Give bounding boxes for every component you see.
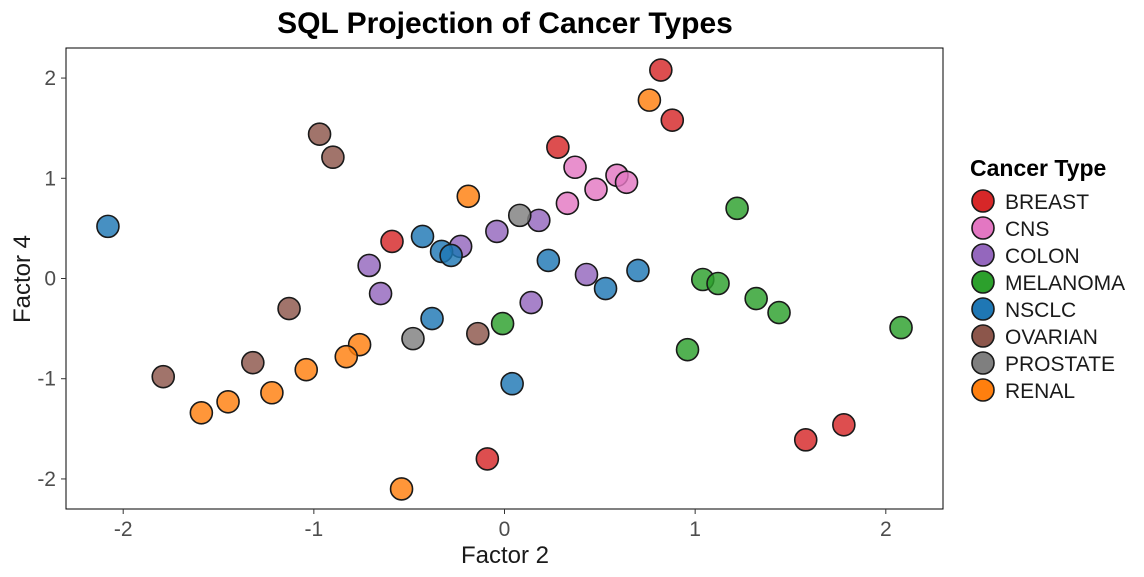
x-tick-label: 0 bbox=[499, 518, 511, 541]
data-point-nsclc bbox=[593, 276, 618, 301]
data-point-renal bbox=[389, 477, 414, 501]
data-point-breast bbox=[546, 135, 570, 160]
data-point-breast bbox=[793, 428, 818, 452]
data-point-colon bbox=[574, 262, 599, 287]
data-point-colon bbox=[357, 253, 381, 278]
data-point-melanoma bbox=[767, 300, 791, 325]
y-tick-label: -2 bbox=[37, 468, 56, 491]
data-point-renal bbox=[189, 400, 214, 425]
y-tick-label: -1 bbox=[37, 368, 56, 391]
legend-label: OVARIAN bbox=[1005, 326, 1098, 349]
data-points bbox=[96, 58, 913, 501]
data-point-ovarian bbox=[241, 350, 265, 375]
data-point-colon bbox=[368, 281, 393, 306]
data-point-nsclc bbox=[439, 243, 463, 268]
chart-title: SQL Projection of Cancer Types bbox=[277, 7, 733, 40]
legend-label: BREAST bbox=[1005, 191, 1089, 214]
legend-key-colon bbox=[971, 243, 995, 267]
data-point-renal bbox=[456, 184, 481, 209]
data-point-melanoma bbox=[889, 315, 913, 340]
data-point-ovarian bbox=[277, 296, 301, 321]
data-point-ovarian bbox=[466, 321, 490, 346]
data-point-renal bbox=[294, 357, 319, 382]
data-point-breast bbox=[832, 413, 856, 437]
data-point-cns bbox=[614, 170, 639, 195]
legend-label: NSCLC bbox=[1005, 299, 1076, 322]
data-point-cns bbox=[563, 155, 587, 180]
data-point-melanoma bbox=[675, 337, 700, 362]
data-point-nsclc bbox=[626, 258, 650, 283]
data-point-breast bbox=[660, 108, 685, 132]
legend-key-nsclc bbox=[971, 297, 995, 321]
y-axis-label: Factor 4 bbox=[9, 235, 36, 323]
data-point-breast bbox=[380, 229, 404, 254]
data-point-renal bbox=[260, 380, 284, 405]
data-point-cns bbox=[555, 191, 580, 216]
data-point-ovarian bbox=[307, 122, 332, 146]
y-axis: -2 -1 0 1 2 bbox=[37, 67, 66, 491]
y-tick-label: 2 bbox=[44, 67, 56, 90]
legend-label: COLON bbox=[1005, 245, 1080, 268]
legend-key-breast bbox=[971, 189, 995, 213]
x-tick-label: -2 bbox=[114, 518, 133, 541]
data-point-nsclc bbox=[536, 248, 561, 273]
data-point-renal bbox=[637, 88, 662, 112]
data-point-colon bbox=[485, 219, 509, 244]
legend-key-renal bbox=[971, 378, 995, 402]
data-point-nsclc bbox=[420, 306, 444, 331]
data-point-renal bbox=[334, 344, 359, 369]
data-point-prostate bbox=[507, 203, 532, 228]
legend-label: MELANOMA bbox=[1005, 272, 1125, 295]
data-point-renal bbox=[216, 389, 240, 414]
legend-key-cns bbox=[971, 216, 995, 240]
x-axis: -2 -1 0 1 2 bbox=[114, 509, 892, 541]
x-tick-label: 1 bbox=[689, 518, 701, 541]
data-point-breast bbox=[649, 58, 673, 82]
data-point-nsclc bbox=[96, 214, 120, 239]
data-point-nsclc bbox=[410, 224, 435, 249]
y-tick-label: 0 bbox=[44, 268, 56, 291]
legend: Cancer Type BREAST CNS COLON MELANOMA NSCLC O… bbox=[970, 155, 1125, 403]
data-point-colon bbox=[519, 290, 543, 315]
legend-key-ovarian bbox=[971, 324, 995, 348]
x-axis-label: Factor 2 bbox=[461, 542, 549, 569]
y-tick-label: 1 bbox=[44, 167, 56, 190]
data-point-melanoma bbox=[725, 196, 749, 221]
x-tick-label: -1 bbox=[305, 518, 324, 541]
data-point-melanoma bbox=[706, 271, 730, 296]
data-point-ovarian bbox=[321, 145, 345, 170]
data-point-nsclc bbox=[500, 371, 524, 396]
legend-key-melanoma bbox=[971, 270, 995, 294]
legend-label: PROSTATE bbox=[1005, 353, 1115, 376]
legend-key-prostate bbox=[971, 351, 995, 375]
legend-label: CNS bbox=[1005, 218, 1049, 241]
data-point-cns bbox=[584, 177, 608, 202]
data-point-breast bbox=[475, 447, 500, 471]
legend-label: RENAL bbox=[1005, 380, 1075, 403]
data-point-melanoma bbox=[490, 311, 515, 336]
data-point-ovarian bbox=[151, 364, 176, 389]
legend-title: Cancer Type bbox=[970, 155, 1106, 181]
x-tick-label: 2 bbox=[880, 518, 892, 541]
data-point-melanoma bbox=[744, 286, 768, 311]
data-point-prostate bbox=[401, 326, 425, 351]
